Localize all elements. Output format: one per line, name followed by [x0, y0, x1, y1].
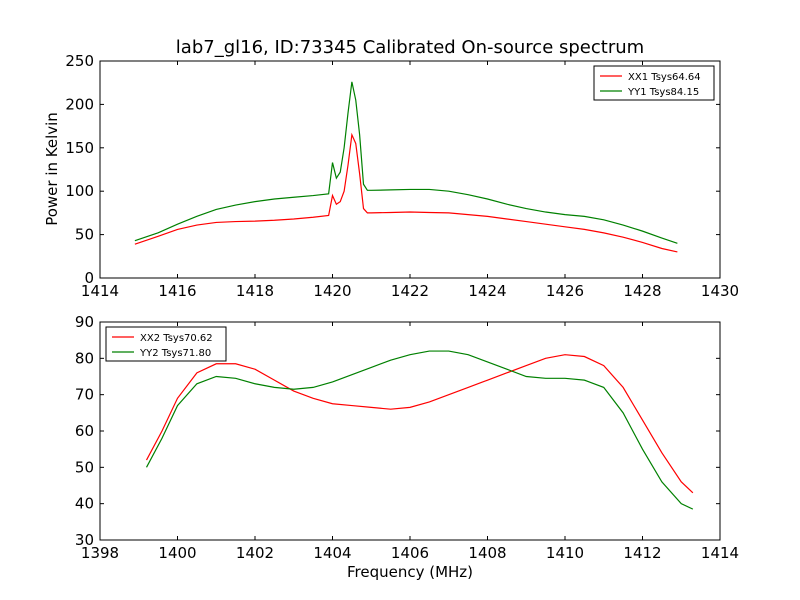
- top-legend: XX1 Tsys64.64 YY1 Tsys84.15: [593, 65, 715, 101]
- bottom-y-tick-label: 60: [75, 422, 94, 440]
- bottom-y-tick-label: 40: [75, 495, 94, 513]
- bottom-legend-box: [105, 326, 227, 362]
- bottom-y-tick-label: 70: [75, 386, 94, 404]
- top-x-tick-label: 1420: [313, 282, 351, 300]
- top-x-tick-label: 1422: [391, 282, 429, 300]
- bottom-x-tick-label: 1414: [701, 544, 739, 562]
- bottom-series-line-2: [145, 350, 694, 510]
- top-y-tick-label: 0: [84, 269, 94, 287]
- bottom-y-tick-label: 80: [75, 349, 94, 367]
- top-x-tick-label: 1430: [701, 282, 739, 300]
- bottom-y-tick-label: 50: [75, 458, 94, 476]
- top-y-tick-label: 100: [65, 182, 94, 200]
- top-x-tick-label: 1428: [623, 282, 661, 300]
- bottom-x-tick-label: 1410: [546, 544, 584, 562]
- bottom-y-tick-label: 90: [75, 313, 94, 331]
- bottom-series-line-1: [145, 354, 694, 494]
- top-x-tick-label: 1424: [468, 282, 506, 300]
- top-panel: 1414 1416 1418 1420 1422 1424 1426 1428 1430 0 50 1…: [65, 52, 739, 300]
- top-x-tick-label: 1426: [546, 282, 584, 300]
- bottom-x-tick-label: 1408: [468, 544, 506, 562]
- bottom-x-tick-label: 1402: [236, 544, 274, 562]
- bottom-x-tick-label: 1404: [313, 544, 351, 562]
- top-legend-label-2: YY1 Tsys84.15: [627, 87, 699, 98]
- top-y-tick-label: 50: [75, 226, 94, 244]
- top-y-tick-label: 250: [65, 52, 94, 70]
- bottom-x-tick-label: 1398: [81, 544, 119, 562]
- top-y-axis-label: Power in Kelvin: [43, 112, 61, 226]
- top-y-tick-label: 150: [65, 139, 94, 157]
- top-x-tick-label: 1416: [158, 282, 196, 300]
- chart-title: lab7_gl16, ID:73345 Calibrated On-source…: [176, 37, 644, 58]
- bottom-x-axis-label: Frequency (MHz): [347, 563, 473, 581]
- bottom-legend: XX2 Tsys70.62 YY2 Tsys71.80: [105, 326, 227, 362]
- top-x-tick-label: 1418: [236, 282, 274, 300]
- bottom-x-tick-label: 1412: [623, 544, 661, 562]
- top-series-line-1: [134, 132, 678, 253]
- top-x-tick-label: 1414: [81, 282, 119, 300]
- bottom-y-tick-label: 30: [75, 531, 94, 549]
- top-series-line-2: [134, 81, 678, 244]
- top-y-tick-label: 200: [65, 95, 94, 113]
- bottom-legend-label-1: XX2 Tsys70.62: [140, 333, 213, 344]
- bottom-x-tick-label: 1406: [391, 544, 429, 562]
- bottom-panel: 1398 1400 1402 1404 1406 1408 1410 1412 1414 30 40…: [75, 313, 739, 562]
- top-legend-box: [593, 65, 715, 101]
- top-legend-label-1: XX1 Tsys64.64: [628, 72, 701, 83]
- bottom-x-tick-label: 1400: [158, 544, 196, 562]
- bottom-legend-label-2: YY2 Tsys71.80: [139, 348, 211, 359]
